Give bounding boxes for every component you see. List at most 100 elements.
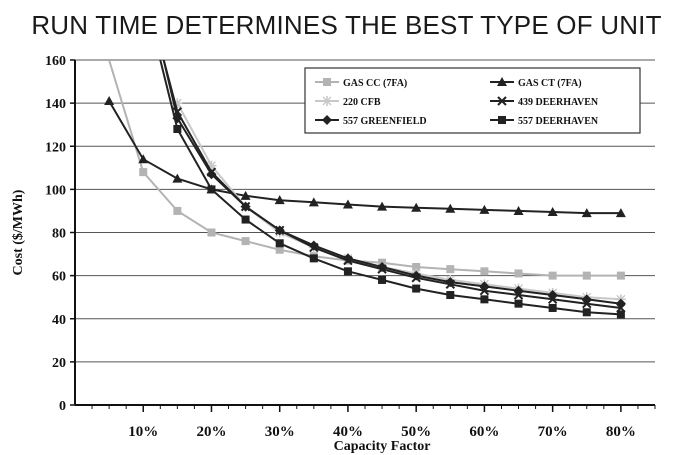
y-tick-label: 160 (45, 54, 66, 69)
data-point (616, 310, 625, 319)
data-point (480, 267, 489, 276)
data-point (207, 185, 216, 194)
data-point (581, 294, 592, 305)
data-point (274, 195, 285, 205)
data-point (275, 239, 284, 248)
y-axis-label: Cost ($/MWh) (11, 189, 26, 275)
data-point (514, 269, 523, 278)
data-point (342, 253, 353, 264)
legend-box (304, 67, 641, 134)
legend-swatch-marker (322, 96, 332, 106)
data-point (342, 199, 353, 209)
data-point (104, 95, 115, 105)
series-line (108, 100, 621, 215)
x-tick-label: 70% (538, 424, 568, 440)
data-point (173, 206, 182, 215)
x-tick-label: 20% (196, 424, 226, 440)
legend-swatch-marker (322, 115, 332, 125)
data-point (615, 208, 626, 218)
x-tick-label: 30% (265, 424, 295, 440)
x-axis-label: Capacity Factor (334, 439, 431, 454)
axes: 0 20 40 60 80 100 120 140 160 10% 20% 30% 40% 50% 60% 7… (45, 54, 656, 440)
y-tick-label: 100 (45, 183, 66, 198)
data-point (446, 291, 455, 300)
data-point (240, 190, 251, 200)
data-point (513, 285, 524, 296)
x-tick-label: 80% (606, 424, 636, 440)
legend-item: GAS CC (7FA) (315, 78, 407, 89)
y-tick-label: 60 (52, 270, 66, 285)
data-point (480, 295, 489, 304)
legend-item: 220 CFB (315, 96, 381, 108)
x-tick-label: 10% (128, 424, 158, 440)
data-point (309, 254, 318, 263)
data-point (615, 298, 626, 309)
legend-swatch-marker-stroke (497, 96, 507, 106)
data-point (479, 281, 490, 292)
data-point (445, 203, 456, 213)
x-tick-label: 60% (469, 424, 499, 440)
legend-label: 220 CFB (343, 97, 381, 108)
y-tick-label: 40 (52, 313, 66, 328)
legend-label: 439 DEERHAVEN (518, 97, 599, 108)
data-point (547, 207, 558, 217)
data-point (548, 303, 557, 312)
series-1 (104, 95, 626, 218)
data-point (514, 299, 523, 308)
legend-swatch-marker (497, 96, 507, 106)
legend-item: GAS CT (7FA) (490, 77, 582, 89)
data-point (308, 240, 319, 251)
series-line (108, 60, 621, 277)
legend-item: 439 DEERHAVEN (490, 96, 599, 108)
legend-label: GAS CC (7FA) (343, 78, 407, 89)
data-point (173, 125, 182, 133)
legend-label: 557 GREENFIELD (343, 116, 427, 127)
series-4 (162, 60, 626, 309)
data-point (206, 169, 217, 180)
data-point (241, 215, 250, 224)
legend: GAS CC (7FA) GAS CT (7FA) 220 CFB 439 DEERH… (304, 67, 641, 134)
data-point (377, 201, 388, 211)
data-point (513, 205, 524, 215)
series-layer (104, 60, 626, 319)
series-5 (159, 60, 625, 319)
data-point (207, 228, 216, 237)
data-point (274, 225, 285, 236)
x-tick-label: 40% (333, 424, 363, 440)
data-point (411, 202, 422, 212)
y-tick-label: 140 (45, 97, 66, 112)
data-point (343, 267, 352, 276)
data-point (412, 263, 421, 271)
data-point (138, 154, 149, 164)
data-point (275, 245, 284, 254)
y-tick-label: 80 (52, 227, 66, 242)
chart-title: RUN TIME DETERMINES THE BEST TYPE OF UNI… (31, 10, 662, 40)
data-point (547, 290, 558, 301)
legend-swatch-marker-stroke (322, 96, 332, 106)
legend-label: 557 DEERHAVEN (518, 116, 599, 127)
data-point (548, 271, 557, 280)
data-point (446, 265, 455, 274)
legend-label: GAS CT (7FA) (518, 78, 582, 89)
legend-swatch-marker (498, 116, 506, 124)
data-point (616, 271, 625, 280)
data-point (377, 262, 388, 272)
data-point (240, 201, 251, 212)
data-point (582, 308, 591, 317)
x-tick-label: 50% (401, 424, 431, 440)
data-point (581, 208, 592, 218)
data-point (241, 237, 250, 246)
legend-swatch-marker (323, 78, 331, 86)
data-point (479, 204, 490, 214)
y-tick-label: 120 (45, 140, 66, 155)
legend-swatch-marker (497, 77, 507, 86)
legend-item: 557 DEERHAVEN (490, 116, 599, 127)
y-tick-label: 0 (59, 399, 66, 414)
data-point (445, 277, 456, 288)
data-point (308, 197, 319, 207)
data-point (139, 168, 148, 177)
data-point (172, 173, 183, 183)
data-point (378, 275, 387, 284)
data-point (582, 271, 591, 280)
